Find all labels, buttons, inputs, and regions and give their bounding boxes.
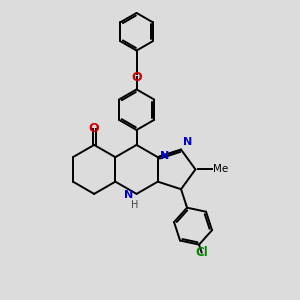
Text: O: O — [131, 71, 142, 84]
Text: O: O — [89, 122, 100, 135]
Text: Me: Me — [213, 164, 229, 174]
Text: N: N — [124, 190, 133, 200]
Text: N: N — [160, 151, 169, 161]
Text: Cl: Cl — [195, 246, 208, 259]
Text: H: H — [131, 200, 139, 210]
Text: N: N — [182, 137, 192, 147]
